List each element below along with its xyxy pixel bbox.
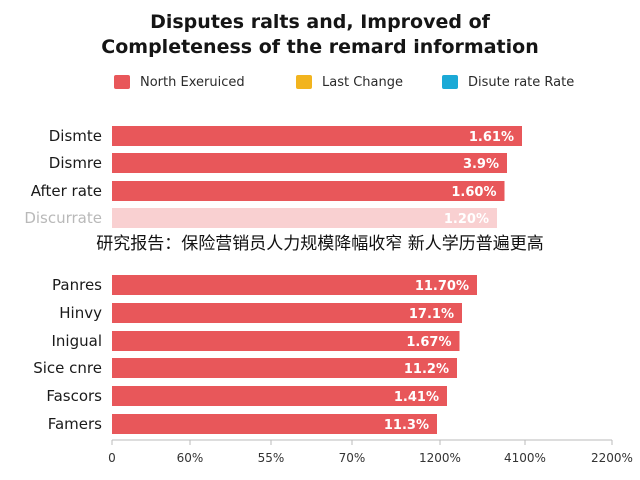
overlay-caption: 研究报告：保险营销员人力规模降幅收窄 新人学历普遍更高	[0, 230, 640, 258]
chart-title-line-1: Disputes ralts and, Improved of	[150, 11, 490, 33]
bar	[112, 358, 457, 378]
category-label: After rate	[31, 182, 102, 200]
bar	[112, 153, 507, 173]
legend-item-disute-rate: Disute rate Rate	[442, 72, 574, 92]
legend-label: Last Change	[322, 74, 403, 90]
legend-label: North Exeruiced	[140, 74, 245, 90]
x-tick-label: 4100%	[504, 451, 546, 465]
x-tick-label: 1200%	[419, 451, 461, 465]
legend-swatch-red	[114, 75, 130, 89]
category-label: Inigual	[52, 332, 103, 350]
category-label: Dismre	[49, 154, 102, 172]
bar	[112, 386, 447, 406]
bar	[112, 208, 497, 228]
value-label: 17.1%	[409, 307, 454, 322]
chart-title: Disputes ralts and, Improved of Complete…	[0, 10, 640, 60]
x-tick-label: 60%	[177, 451, 204, 465]
value-label: 1.60%	[451, 185, 496, 200]
category-label: Sice cnre	[33, 359, 102, 377]
legend-swatch-yellow	[296, 75, 312, 89]
x-tick-label: 0	[108, 451, 116, 465]
bar	[112, 181, 505, 201]
category-label: Discurrate	[24, 209, 102, 227]
category-label: Panres	[52, 276, 102, 294]
legend-swatch-blue	[442, 75, 458, 89]
value-label: 11.70%	[415, 279, 469, 294]
x-tick-label: 70%	[339, 451, 366, 465]
bar	[112, 275, 477, 295]
bar	[112, 303, 462, 323]
category-label: Hinvy	[59, 304, 102, 322]
legend-item-last-change: Last Change	[296, 72, 403, 92]
value-label: 1.61%	[469, 130, 514, 145]
value-label: 3.9%	[463, 157, 499, 172]
value-label: 11.2%	[404, 362, 449, 377]
bar	[112, 414, 437, 434]
value-label: 11.3%	[384, 418, 429, 433]
bar	[112, 126, 522, 146]
value-label: 1.67%	[406, 335, 451, 350]
legend-item-north-exeruiced: North Exeruiced	[114, 72, 245, 92]
bar	[112, 331, 460, 351]
x-tick-label: 2200%	[591, 451, 633, 465]
category-label: Dismte	[49, 127, 102, 145]
value-label: 1.20%	[444, 212, 489, 227]
chart-title-line-2: Completeness of the remard information	[101, 36, 539, 58]
legend-label: Disute rate Rate	[468, 74, 575, 90]
value-label: 1.41%	[394, 390, 439, 405]
category-label: Famers	[48, 415, 102, 433]
chart-legend: North Exeruiced Last Change Disute rate …	[0, 72, 640, 92]
x-tick-label: 55%	[258, 451, 285, 465]
category-label: Fascors	[46, 387, 102, 405]
